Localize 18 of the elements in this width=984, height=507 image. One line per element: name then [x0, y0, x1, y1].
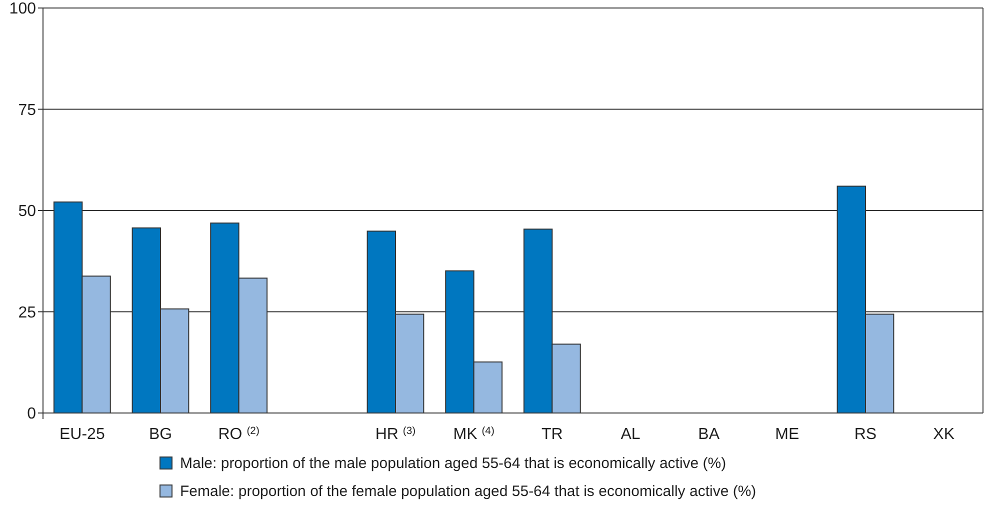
x-tick-label: AL: [620, 426, 640, 443]
y-tick-label: 0: [27, 406, 36, 423]
x-tick-label: TR: [542, 426, 563, 443]
y-tick-label: 75: [18, 102, 36, 119]
y-tick-label: 50: [18, 203, 36, 220]
x-tick-label: HR $^{(3)}$: [375, 426, 416, 443]
x-tick-label: RS: [854, 426, 877, 443]
legend-label: Female: proportion of the female population aged 55-64 that is economically active (%): [180, 483, 756, 500]
x-tick-label: ME: [775, 426, 800, 443]
x-tick-label: MK $^{(4)}$: [453, 426, 494, 443]
y-tick-label: 25: [18, 304, 36, 322]
x-tick-label: EU-25: [59, 426, 105, 443]
legend-label: Male: proportion of the male population aged 55-64 that is economically active (%): [180, 455, 726, 472]
x-tick-label: XK: [933, 426, 955, 443]
x-tick-label: BG: [148, 426, 172, 443]
x-tick-label: RO $^{(2)}$: [218, 426, 260, 443]
y-tick-label: 100: [9, 0, 36, 18]
x-tick-label: BA: [698, 426, 720, 443]
